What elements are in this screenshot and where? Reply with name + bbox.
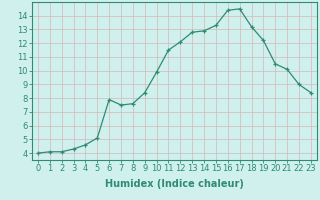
X-axis label: Humidex (Indice chaleur): Humidex (Indice chaleur) [105, 179, 244, 189]
